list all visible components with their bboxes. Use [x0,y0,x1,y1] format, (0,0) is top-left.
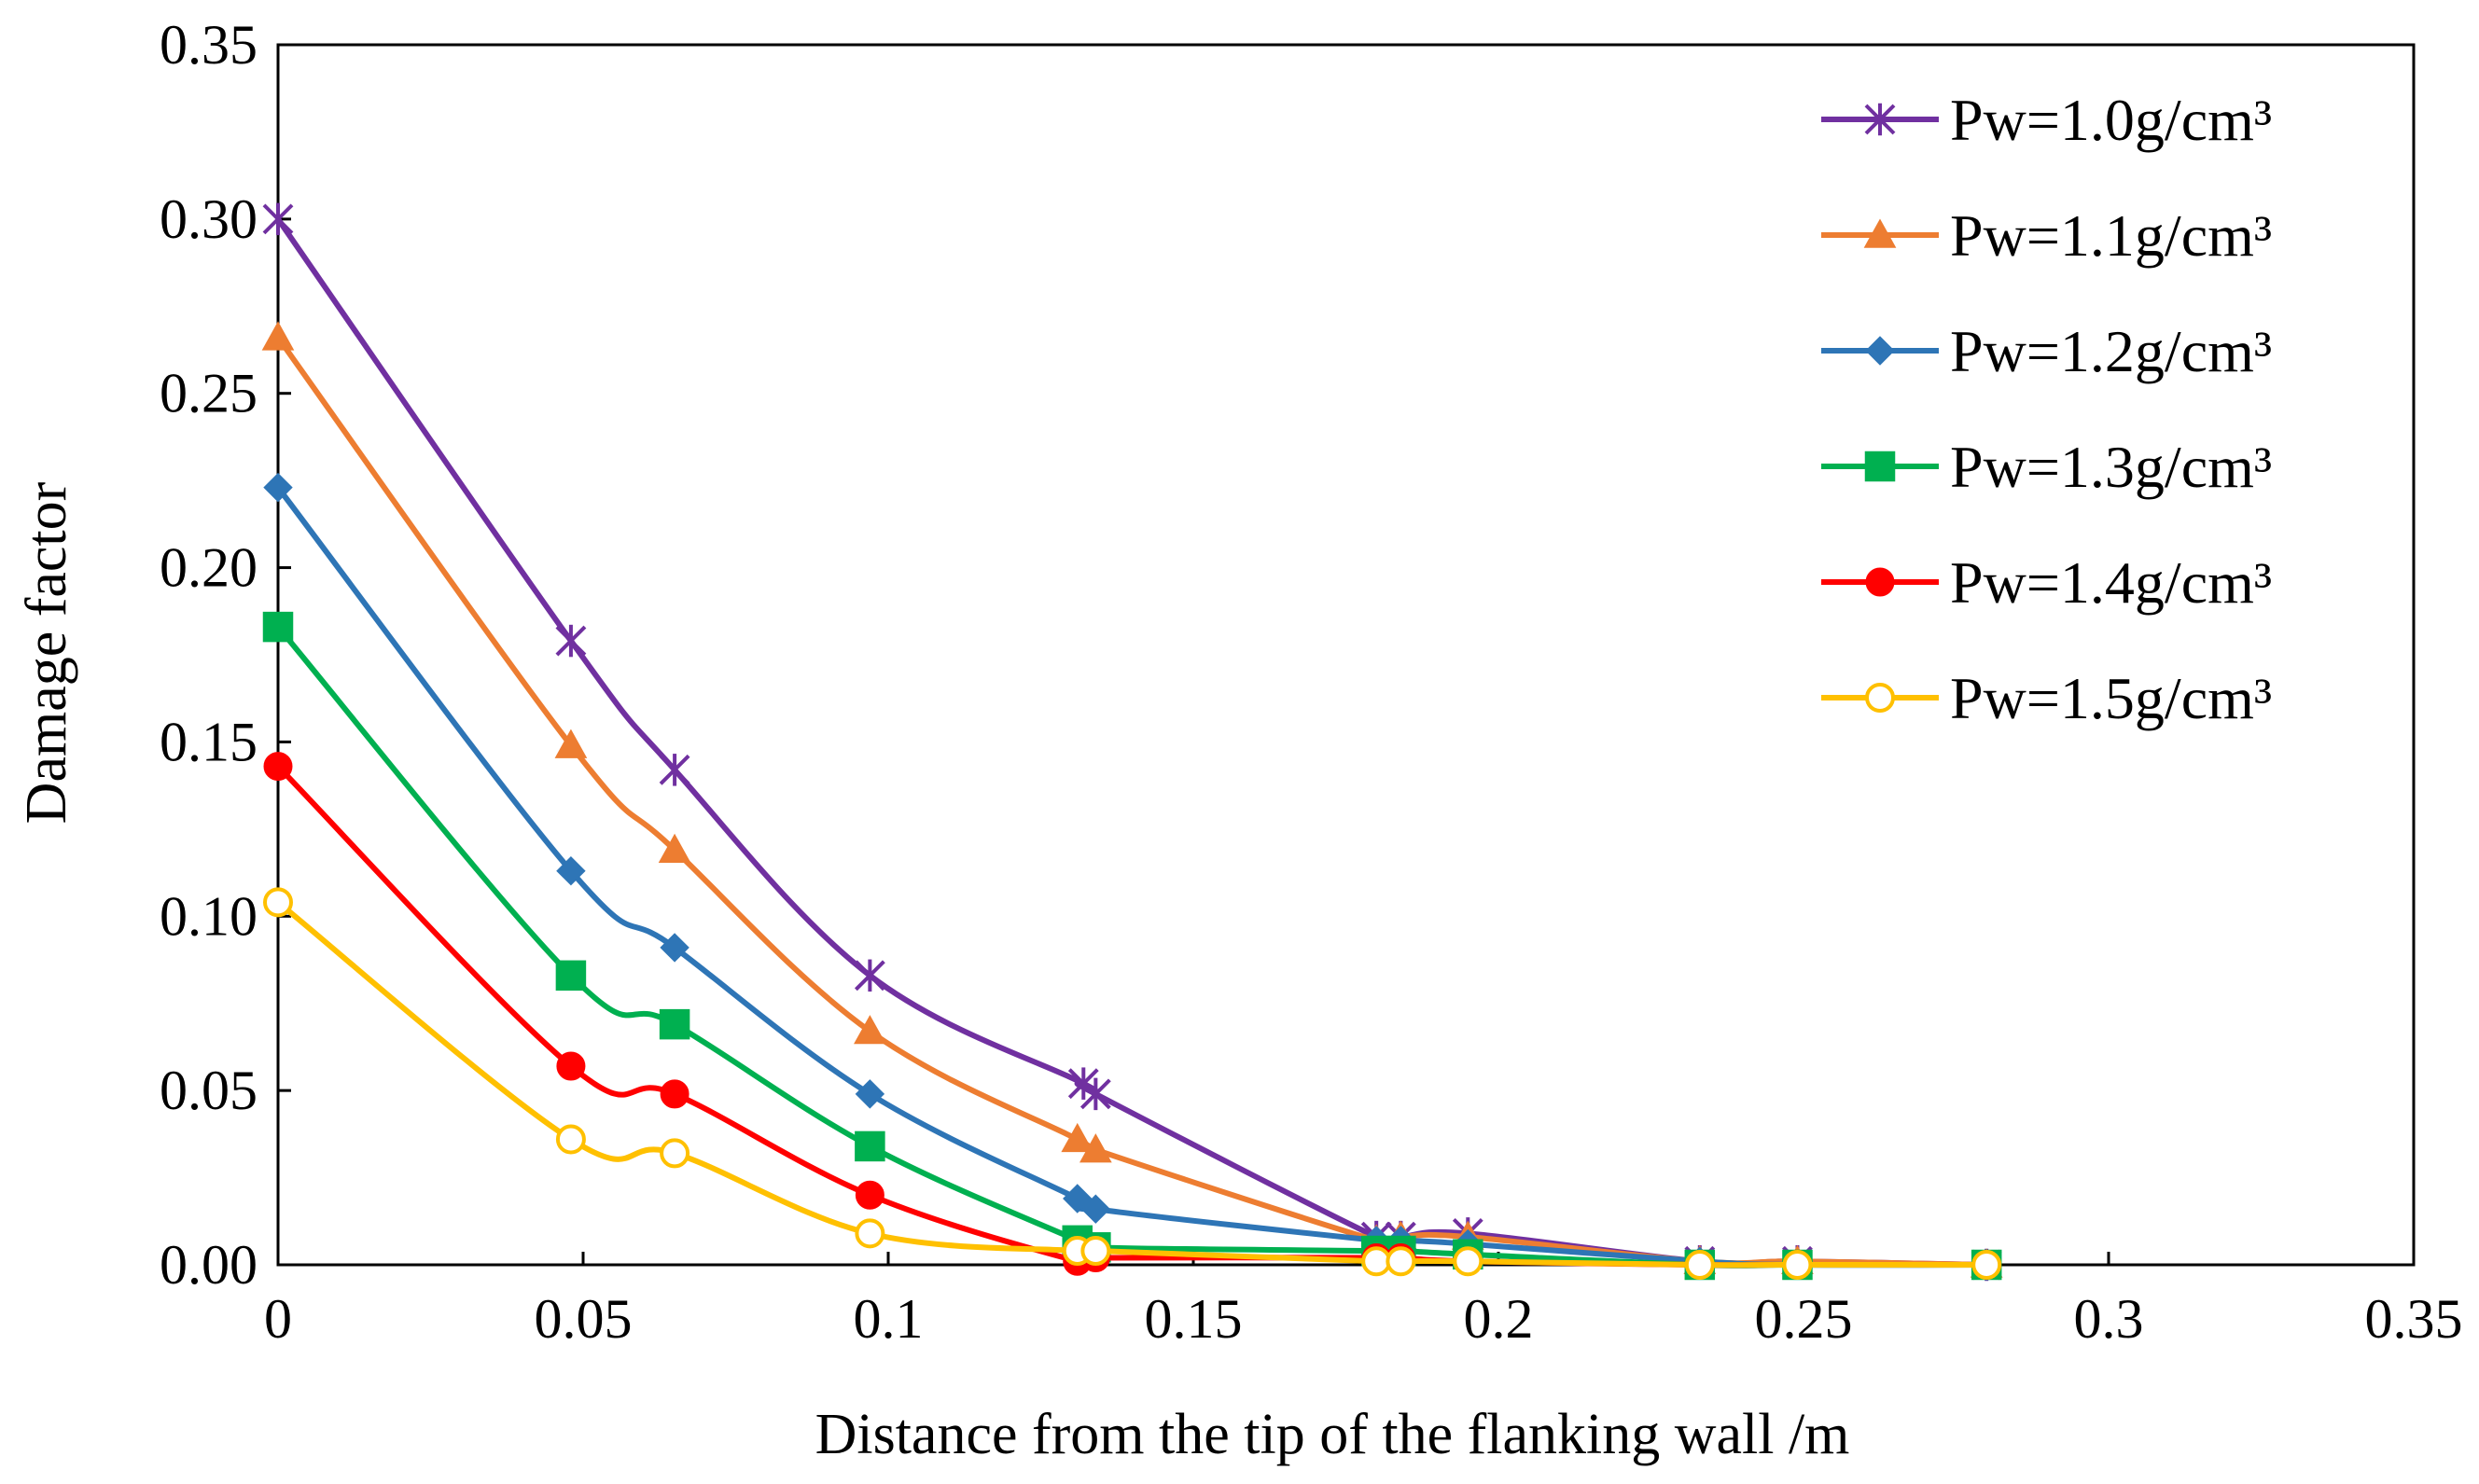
legend-item: Pw=1.1g/cm³ [1821,202,2272,269]
series-line [275,484,1990,1269]
data-point [1865,567,1895,597]
data-point [658,833,691,863]
data-point [1061,1122,1094,1153]
data-point [1782,1250,1813,1280]
data-point [263,472,293,503]
y-tick-label: 0.30 [160,188,258,250]
series-line [275,215,1990,1268]
plot-frame [276,43,2416,1267]
data-point [1386,1246,1416,1277]
data-point [555,1124,586,1155]
x-tick-label: 0.3 [2074,1288,2144,1350]
data-point [261,321,295,351]
data-point [1080,1194,1111,1224]
data-point [263,887,293,918]
y-tick-label: 0.15 [160,711,258,772]
data-point [555,624,587,658]
y-axis-title: Damage factor [15,481,78,824]
y-tick-label: 0.00 [160,1234,258,1296]
x-tick-label: 0.35 [2365,1288,2463,1350]
data-point [1865,683,1895,713]
x-tick-label: 0.25 [1755,1288,1853,1350]
x-tick-label: 0.15 [1145,1288,1243,1350]
axis-ticks: 0.00 0.05 0.10 0.15 0.20 0.25 0.30 0.35 0 0.05 0.1… [160,14,2463,1350]
series-4 [262,611,2002,1281]
y-tick-label: 0.20 [160,537,258,599]
legend: Pw=1.0g/cm³ Pw=1.1g/cm³ Pw=1.2g/cm³ Pw=1.3g… [1821,87,2272,731]
data-point [855,1180,884,1210]
series-6 [263,887,2002,1280]
data-point [659,1008,690,1040]
series-line [275,334,1990,1268]
legend-item: Pw=1.3g/cm³ [1821,434,2272,500]
data-point [1080,1236,1111,1267]
series-line [275,624,1990,1269]
x-axis-title: Distance from the tip of the flanking wa… [815,1403,1850,1466]
legend-label: Pw=1.4g/cm³ [1950,549,2272,616]
data-point [660,1138,690,1169]
data-point [855,1218,885,1249]
x-tick-label: 0.05 [535,1288,633,1350]
data-point [1684,1250,1715,1280]
data-point [1453,1246,1483,1277]
data-point [1865,336,1895,366]
series-3 [263,472,2001,1280]
legend-label: Pw=1.5g/cm³ [1950,665,2272,731]
y-tick-label: 0.05 [160,1060,258,1121]
y-tick-label: 0.25 [160,363,258,424]
data-point [263,752,293,782]
data-point [1063,1184,1093,1214]
legend-item: Pw=1.2g/cm³ [1821,318,2272,384]
legend-item: Pw=1.4g/cm³ [1821,549,2272,616]
x-tick-label: 0.2 [1464,1288,1534,1350]
legend-label: Pw=1.0g/cm³ [1950,87,2272,153]
data-point [556,1051,586,1081]
legend-label: Pw=1.3g/cm³ [1950,434,2272,500]
data-point [1864,103,1896,136]
data-point [1079,1133,1112,1163]
data-point [854,1015,886,1045]
series-2 [261,321,2003,1278]
data-point [659,754,690,786]
data-point [554,728,588,758]
data-point [1361,1246,1392,1277]
y-tick-label: 0.10 [160,885,258,947]
x-tick-label: 0 [264,1288,292,1350]
y-tick-label: 0.35 [160,14,258,76]
series-1 [262,202,2002,1282]
legend-item: Pw=1.0g/cm³ [1821,87,2272,153]
legend-item: Pw=1.5g/cm³ [1821,665,2272,731]
plot-area [276,43,2416,1267]
data-point [262,202,294,236]
x-tick-label: 0.1 [854,1288,924,1350]
data-point [855,1130,885,1162]
data-point [262,611,294,643]
data-point [854,959,885,992]
series-line [275,899,1990,1269]
data-point [1079,1077,1111,1111]
data-point [1863,218,1897,248]
data-point [556,855,586,886]
legend-label: Pw=1.2g/cm³ [1950,318,2272,384]
data-point [660,933,689,963]
data-point [1864,451,1896,482]
data-point [855,1079,885,1109]
legend-label: Pw=1.1g/cm³ [1950,202,2272,269]
series-line [275,763,1990,1269]
data-point [660,1079,689,1109]
data-point [555,960,587,992]
series-lines [261,202,2003,1282]
series-5 [263,752,2001,1280]
data-point [1971,1250,2002,1280]
